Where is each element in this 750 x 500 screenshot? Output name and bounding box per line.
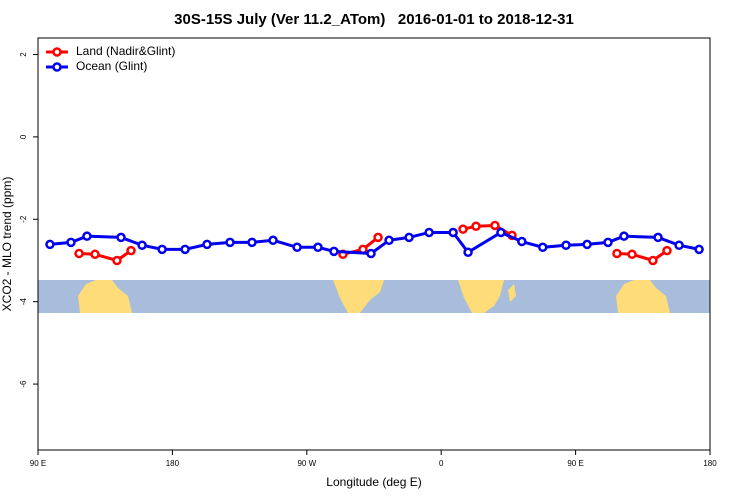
data-point [619, 231, 629, 241]
chart-title: 30S-15S July (Ver 11.2_ATom) 2016-01-01 … [174, 11, 574, 28]
data-point [662, 245, 672, 256]
data-point [292, 242, 302, 253]
data-point [366, 248, 376, 259]
x-tick-label: 180 [703, 459, 717, 468]
data-point [627, 249, 637, 260]
plot-frame [37, 37, 711, 451]
y-tick-label: 0 [19, 134, 28, 139]
legend-marker [52, 47, 62, 57]
data-point [404, 232, 414, 243]
y-tick-label: -2 [19, 215, 28, 223]
data-point [603, 237, 613, 248]
data-point [126, 245, 136, 256]
data-point [202, 239, 212, 250]
data-point [116, 232, 126, 243]
data-point [45, 239, 55, 250]
data-point [225, 237, 235, 248]
data-point [313, 242, 323, 253]
x-tick-label: 90 W [297, 459, 316, 468]
data-point [496, 227, 506, 238]
data-point [463, 247, 473, 257]
data-point [247, 237, 257, 248]
data-point [180, 244, 190, 255]
legend-label: Land (Nadir&Glint) [76, 44, 175, 58]
x-tick-label: 180 [166, 459, 180, 468]
legend-marker [52, 62, 62, 72]
data-point [537, 242, 548, 253]
data-point [424, 227, 434, 238]
data-point [268, 235, 278, 246]
data-point [329, 246, 339, 257]
data-point [694, 244, 704, 255]
data-point [157, 244, 167, 255]
map-strip [38, 280, 710, 313]
data-point [612, 248, 622, 259]
data-point [674, 240, 684, 250]
data-point [90, 249, 100, 260]
data-point [384, 235, 394, 246]
x-tick-label: 90 E [567, 459, 583, 468]
y-tick-label: -4 [19, 298, 28, 306]
data-point [137, 240, 147, 250]
y-tick-label: -6 [19, 380, 28, 388]
y-tick-label: 2 [19, 52, 28, 57]
x-tick-label: 90 E [30, 459, 46, 468]
y-axis-label: XCO2 - MLO trend (ppm) [0, 177, 14, 312]
data-point [373, 232, 383, 243]
data-point [653, 232, 663, 243]
data-point [458, 224, 468, 234]
data-point [448, 227, 458, 238]
data-point [66, 237, 76, 248]
data-point [490, 220, 500, 231]
data-point [82, 231, 92, 241]
data-point [112, 255, 122, 266]
data-point [648, 255, 658, 266]
data-point [561, 240, 571, 250]
x-tick-label: 0 [439, 459, 444, 468]
x-axis-label: Longitude (deg E) [326, 475, 421, 489]
legend-label: Ocean (Glint) [76, 59, 147, 73]
data-point [582, 239, 592, 250]
data-point [471, 221, 481, 232]
data-point [74, 248, 84, 259]
data-point [517, 236, 527, 247]
